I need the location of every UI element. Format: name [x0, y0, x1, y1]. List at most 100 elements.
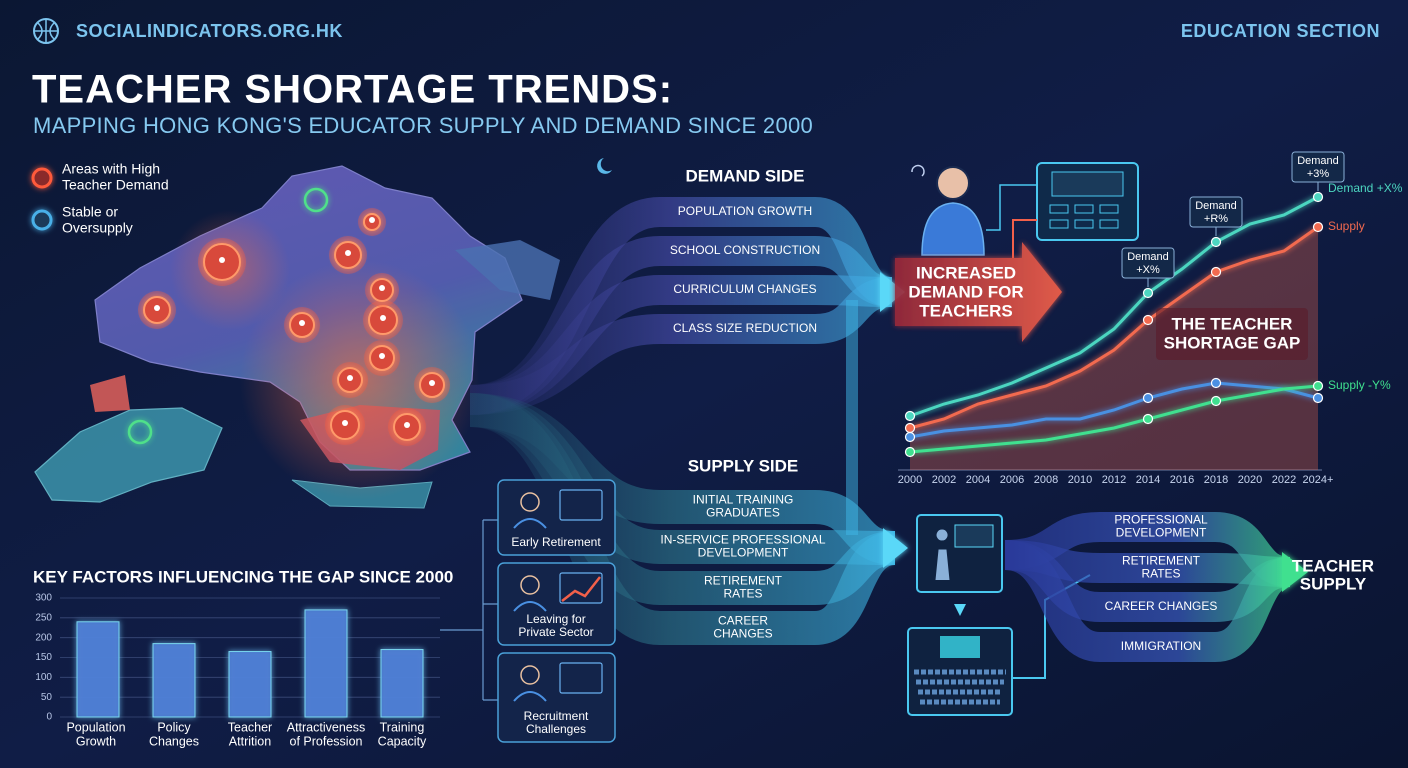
pin-icon — [342, 420, 348, 426]
callout-title: Demand — [1297, 155, 1339, 167]
increase-label: TEACHERS — [919, 301, 1013, 320]
pin-icon — [380, 315, 386, 321]
x-tick-label: 2016 — [1170, 474, 1194, 486]
outflow-label: Leaving for — [526, 612, 585, 626]
supply-factor: CHANGES — [713, 627, 772, 641]
card-icon — [513, 691, 547, 702]
y-tick-label: 200 — [35, 632, 52, 643]
gap-label: SHORTAGE GAP — [1164, 333, 1301, 352]
demand-factor: CLASS SIZE REDUCTION — [673, 321, 817, 335]
supply-input: RATES — [1141, 567, 1180, 581]
legend-label: Teacher Demand — [62, 177, 169, 193]
desk-icon — [1049, 204, 1069, 214]
callout-title: Demand — [1195, 200, 1237, 212]
y-tick-label: 250 — [35, 612, 52, 623]
desk-icon — [1049, 219, 1069, 229]
series-point — [1210, 266, 1222, 278]
x-tick-label: Population — [66, 720, 125, 734]
pin-icon — [379, 353, 385, 359]
pin-icon — [347, 375, 353, 381]
globe-icon — [34, 19, 58, 43]
callout-change: +R% — [1204, 213, 1228, 225]
x-tick-label: Changes — [149, 734, 199, 748]
card-icon — [520, 575, 540, 595]
increase-label: DEMAND FOR — [908, 282, 1023, 301]
increase-arrow — [895, 242, 1062, 342]
screen-icon — [940, 636, 980, 658]
increase-label: INCREASED — [916, 263, 1016, 282]
x-tick-label: Capacity — [378, 734, 427, 748]
supply-factor: INITIAL TRAINING — [693, 493, 794, 507]
outflow-label: Recruitment — [524, 709, 589, 723]
y-tick-label: 150 — [35, 652, 52, 663]
outflow-label: Private Sector — [518, 625, 593, 639]
outflow-label: Challenges — [526, 722, 586, 736]
series-point — [1210, 236, 1222, 248]
bar — [76, 621, 120, 718]
arrow-head — [880, 272, 905, 312]
demand-factor: CURRICULUM CHANGES — [673, 282, 816, 296]
series-point — [1142, 413, 1154, 425]
supply-factor: IN-SERVICE PROFESSIONAL — [660, 533, 825, 547]
series-line — [909, 225, 1319, 430]
callout-change: +3% — [1307, 168, 1330, 180]
bar — [380, 649, 424, 718]
series-point — [1312, 191, 1324, 203]
supply-factor: DEVELOPMENT — [698, 546, 789, 560]
trend-icon — [561, 576, 601, 602]
map-region — [34, 407, 223, 503]
pin-icon — [299, 320, 305, 326]
desk-icon — [1074, 219, 1094, 229]
stable-pin — [303, 187, 329, 213]
supply-result: SUPPLY — [1300, 574, 1367, 593]
card-icon — [559, 662, 603, 694]
callout-title: Demand — [1127, 251, 1169, 263]
x-tick-label: of Profession — [290, 734, 363, 748]
x-tick-label: Training — [380, 720, 425, 734]
outflow-card — [497, 562, 616, 646]
series-point — [904, 446, 916, 458]
series-point — [904, 422, 916, 434]
y-tick-label: 300 — [35, 593, 52, 604]
x-tick-label: 2024+ — [1303, 474, 1334, 486]
series-label: Supply — [1328, 219, 1365, 233]
thought-icon — [911, 164, 925, 177]
supply-side-title: SUPPLY SIDE — [688, 456, 799, 475]
desk-icon — [1099, 204, 1119, 214]
card-icon — [559, 489, 603, 521]
legend-label: Areas with High — [62, 161, 160, 177]
card-icon — [513, 518, 547, 529]
supply-factor: CAREER — [718, 614, 768, 628]
x-tick-label: Teacher — [228, 720, 272, 734]
y-tick-label: 100 — [35, 672, 52, 683]
page-subtitle: MAPPING HONG KONG'S EDUCATOR SUPPLY AND … — [33, 113, 813, 138]
bar-chart-title: KEY FACTORS INFLUENCING THE GAP SINCE 20… — [33, 567, 453, 586]
bar — [152, 643, 196, 718]
pin-icon — [404, 422, 410, 428]
x-tick-label: 2010 — [1068, 474, 1092, 486]
supply-input: DEVELOPMENT — [1116, 526, 1207, 540]
series-point — [1142, 314, 1154, 326]
supply-input-flow — [1003, 540, 1293, 662]
site-name: SOCIALINDICATORS.ORG.HK — [76, 21, 343, 41]
pin-icon — [369, 217, 375, 223]
card-icon — [559, 572, 603, 604]
series-point — [1312, 392, 1324, 404]
connector — [986, 184, 1037, 231]
supply-factor: RATES — [723, 587, 762, 601]
page-title: TEACHER SHORTAGE TRENDS: — [32, 68, 673, 112]
section-label: EDUCATION SECTION — [1181, 21, 1380, 41]
x-tick-label: 2008 — [1034, 474, 1058, 486]
demand-flow — [469, 277, 894, 415]
series-point — [904, 410, 916, 422]
series-point — [1312, 221, 1324, 233]
card-icon — [520, 492, 540, 512]
legend-label: Stable or — [62, 204, 118, 220]
x-tick-label: 2014 — [1136, 474, 1160, 486]
x-tick-label: 2000 — [898, 474, 922, 486]
arrow-head — [1282, 552, 1308, 592]
outflow-label: Early Retirement — [511, 535, 601, 549]
supply-input: CAREER CHANGES — [1105, 599, 1218, 613]
